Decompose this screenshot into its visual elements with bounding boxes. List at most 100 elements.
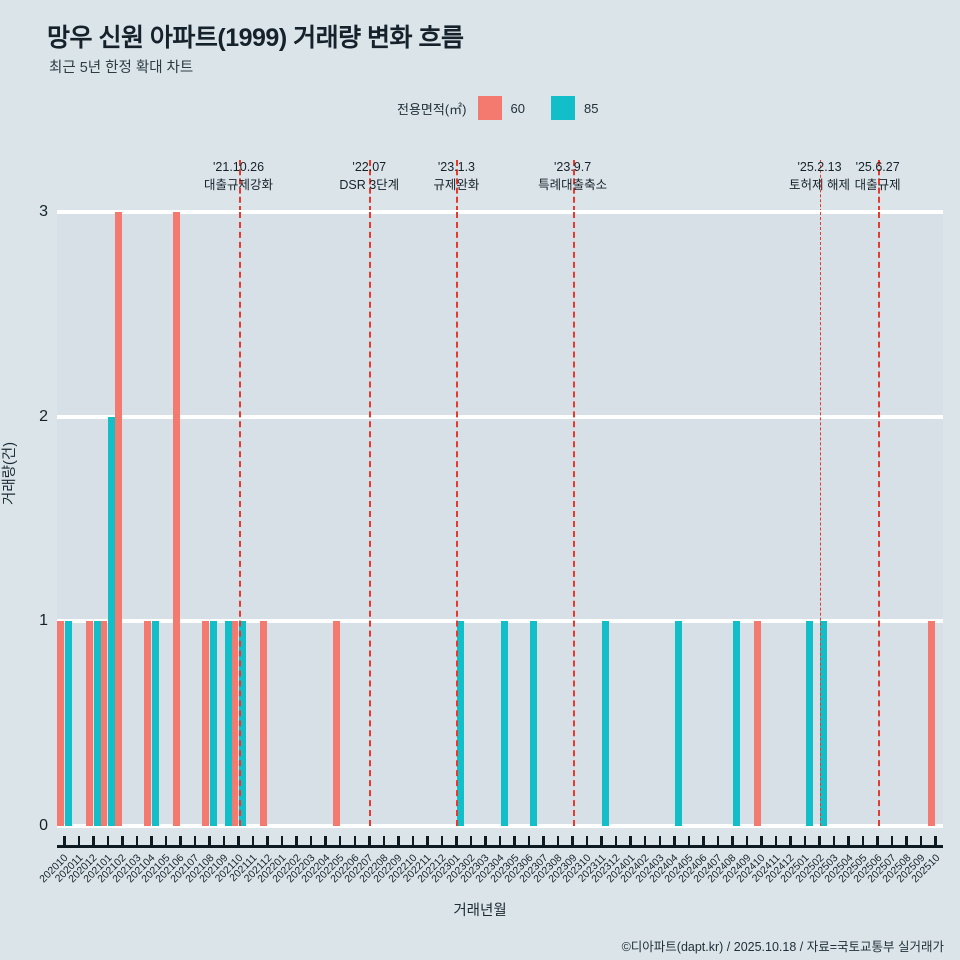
footer-credit: ©디아파트(dapt.kr) / 2025.10.18 / 자료=국토교통부 실… <box>621 940 944 954</box>
x-tick-202011 <box>77 836 81 846</box>
legend-swatch-60 <box>477 96 502 120</box>
x-tick-202410 <box>760 836 763 846</box>
bar-60-202112 <box>260 621 268 826</box>
x-tick-202211 <box>426 836 429 846</box>
gridline-0 <box>57 824 943 828</box>
x-tick-202501 <box>803 836 807 846</box>
bar-85-202408 <box>732 621 740 826</box>
x-tick-202508 <box>905 836 908 846</box>
event-text: 대출규제강화 <box>204 178 274 193</box>
event-line-ext-202309 <box>572 160 575 212</box>
bar-60-202205 <box>332 621 340 826</box>
y-tick-label-1: 1 <box>39 612 48 630</box>
event-date: '21.10.26 <box>213 160 265 174</box>
x-tick-202405 <box>687 836 691 846</box>
x-tick-202505 <box>861 836 865 846</box>
x-tick-202210 <box>411 836 415 846</box>
x-axis-line <box>57 845 943 848</box>
x-tick-202304 <box>498 836 502 846</box>
event-line-ext-202506 <box>877 160 880 212</box>
x-tick-202412 <box>789 836 792 846</box>
x-tick-202103 <box>135 836 139 846</box>
x-tick-202209 <box>397 836 400 846</box>
x-tick-202112 <box>266 836 269 846</box>
bar-85-202104 <box>151 621 159 826</box>
bar-85-202109 <box>224 621 232 826</box>
x-tick-202409 <box>745 836 749 846</box>
legend-label-85: 85 <box>583 100 599 116</box>
x-tick-202201 <box>280 836 284 846</box>
x-tick-202204 <box>324 836 327 846</box>
bar-60-202106 <box>172 212 180 826</box>
event-line-ext-202110 <box>238 160 241 212</box>
x-tick-202403 <box>658 836 662 846</box>
bar-85-202108 <box>210 621 217 826</box>
x-tick-202206 <box>353 836 356 846</box>
x-tick-202212 <box>440 836 444 846</box>
event-date: '23.1.3 <box>437 160 475 174</box>
event-label-202309: '23.9.7 특례대출축소 <box>538 158 607 194</box>
x-tick-202012 <box>92 836 95 846</box>
x-tick-202110 <box>237 836 240 846</box>
y-tick-label-2: 2 <box>39 407 48 425</box>
event-line-202309 <box>572 212 575 826</box>
x-tick-202303 <box>484 836 487 846</box>
x-tick-202301 <box>455 836 458 846</box>
x-tick-202104 <box>150 836 153 846</box>
legend-swatch-85 <box>550 96 575 120</box>
event-text: 특례대출축소 <box>538 178 608 193</box>
bar-60-202101 <box>100 621 108 826</box>
x-tick-202503 <box>832 836 836 846</box>
x-tick-202507 <box>890 836 894 846</box>
event-label-202506: '25.6.27 대출규제 <box>855 158 901 194</box>
x-tick-202203 <box>309 836 313 846</box>
x-tick-202504 <box>847 836 850 846</box>
event-text: 대출규제 <box>854 178 901 193</box>
x-tick-202202 <box>295 836 298 846</box>
event-date: '25.6.27 <box>855 160 900 174</box>
x-tick-202402 <box>643 836 647 846</box>
x-tick-202408 <box>731 836 734 846</box>
x-tick-202107 <box>193 836 197 846</box>
gridline-1 <box>57 619 943 624</box>
x-tick-202502 <box>818 836 821 846</box>
event-line-202506 <box>877 212 880 826</box>
x-tick-202106 <box>179 836 182 846</box>
chart-legend: 전용면적(㎡) 60 85 <box>397 96 598 120</box>
event-label-202502: '25.2.13 토허제 해제 <box>789 158 850 194</box>
y-axis-title: 거래량(건) <box>2 441 18 505</box>
x-tick-202310 <box>585 836 589 846</box>
event-text: 토허제 해제 <box>789 178 851 193</box>
bar-60-202104 <box>143 621 151 826</box>
bar-85-202501 <box>805 621 813 826</box>
event-line-202502 <box>819 212 821 826</box>
bar-85-202010 <box>64 621 72 826</box>
event-date: '23.9.7 <box>554 160 592 174</box>
x-tick-202510 <box>934 836 937 846</box>
bar-85-202301 <box>456 621 464 826</box>
bar-60-202012 <box>85 621 93 826</box>
x-axis-title: 거래년월 <box>453 903 507 919</box>
y-tick-label-3: 3 <box>39 203 48 220</box>
gridline-2 <box>57 414 943 419</box>
x-tick-202205 <box>338 836 342 846</box>
x-tick-202308 <box>556 836 560 846</box>
x-tick-202208 <box>382 836 386 846</box>
bar-60-202510 <box>928 621 936 826</box>
bar-60-202010 <box>56 621 64 826</box>
bar-85-202311 <box>602 621 610 826</box>
x-tick-202506 <box>876 836 879 846</box>
bar-60-202102 <box>114 212 122 826</box>
bar-85-202101 <box>108 416 116 826</box>
legend-item-85: 85 <box>550 96 599 120</box>
bar-85-202502 <box>820 621 828 826</box>
x-tick-202509 <box>919 836 923 846</box>
event-label-202301: '23.1.3 규제완화 <box>433 158 479 194</box>
x-tick-202102 <box>121 836 124 846</box>
x-tick-202306 <box>527 836 531 846</box>
bar-60-202108 <box>202 621 209 826</box>
y-tick-label-0: 0 <box>39 817 48 834</box>
event-line-202301 <box>456 212 459 826</box>
x-tick-202406 <box>702 836 705 846</box>
